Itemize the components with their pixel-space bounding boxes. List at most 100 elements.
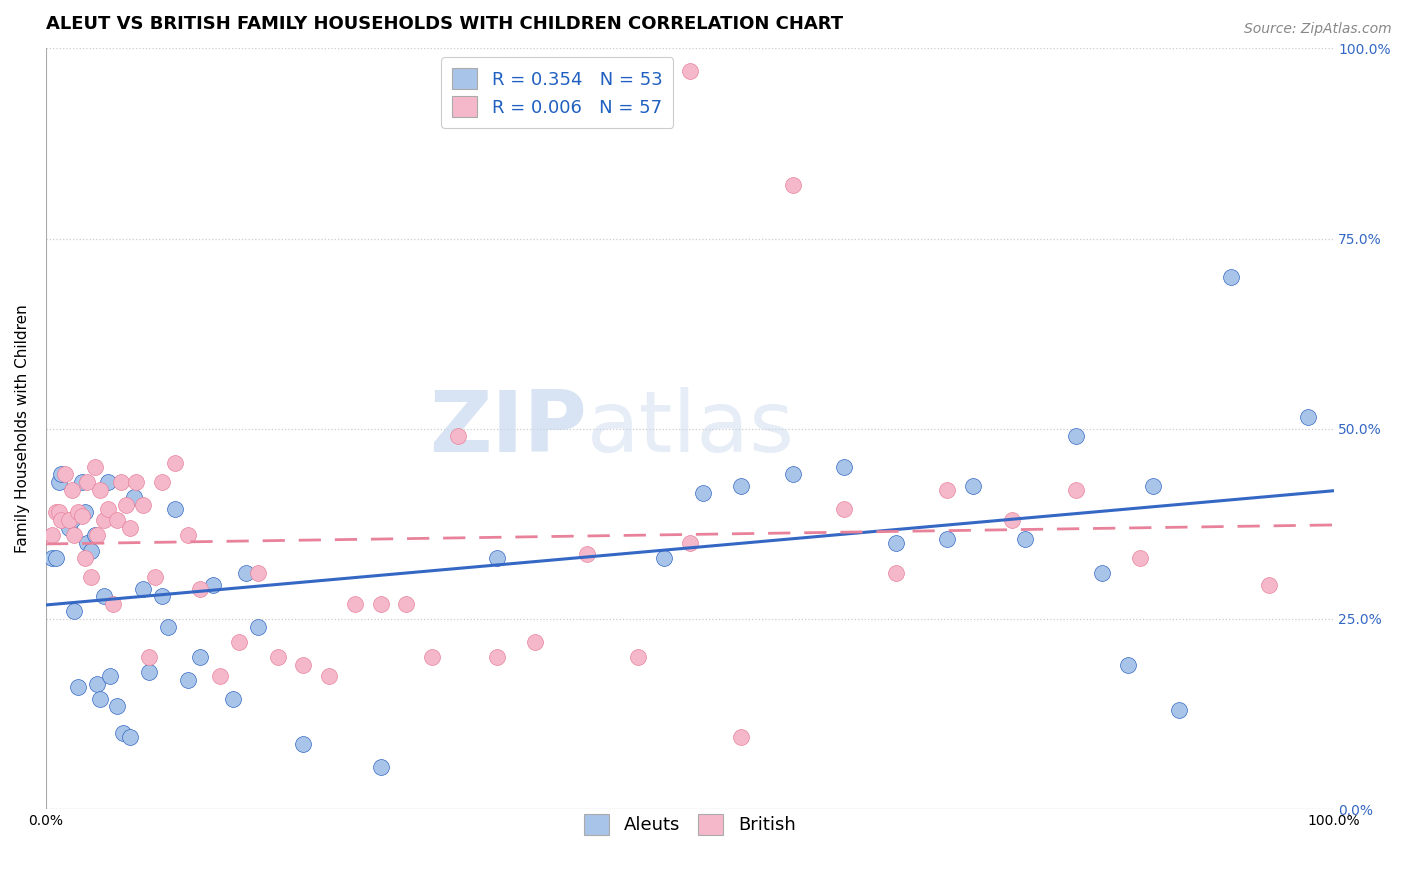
Point	[247, 619, 270, 633]
Point	[51, 467, 73, 482]
Point	[1219, 269, 1241, 284]
Text: atlas: atlas	[586, 387, 794, 470]
Point	[176, 673, 198, 687]
Point	[83, 528, 105, 542]
Point	[48, 506, 70, 520]
Point	[292, 738, 315, 752]
Point	[692, 486, 714, 500]
Point	[93, 513, 115, 527]
Point	[247, 566, 270, 581]
Point	[176, 528, 198, 542]
Point	[76, 475, 98, 489]
Point	[1064, 483, 1087, 497]
Point	[73, 551, 96, 566]
Point	[962, 479, 984, 493]
Point	[1091, 566, 1114, 581]
Point	[163, 501, 186, 516]
Point	[93, 589, 115, 603]
Point	[679, 536, 702, 550]
Y-axis label: Family Households with Children: Family Households with Children	[15, 304, 30, 553]
Point	[1064, 429, 1087, 443]
Point	[58, 521, 80, 535]
Point	[730, 479, 752, 493]
Point	[395, 597, 418, 611]
Point	[101, 597, 124, 611]
Point	[70, 475, 93, 489]
Point	[60, 483, 83, 497]
Point	[131, 498, 153, 512]
Point	[652, 551, 675, 566]
Point	[318, 669, 340, 683]
Point	[782, 178, 804, 193]
Point	[122, 490, 145, 504]
Point	[420, 650, 443, 665]
Point	[53, 467, 76, 482]
Point	[1296, 410, 1319, 425]
Point	[63, 604, 86, 618]
Point	[86, 676, 108, 690]
Point	[157, 619, 180, 633]
Point	[1168, 703, 1191, 717]
Point	[228, 634, 250, 648]
Point	[41, 528, 63, 542]
Point	[208, 669, 231, 683]
Text: Source: ZipAtlas.com: Source: ZipAtlas.com	[1244, 22, 1392, 37]
Point	[447, 429, 470, 443]
Point	[89, 691, 111, 706]
Point	[138, 650, 160, 665]
Point	[1116, 657, 1139, 672]
Point	[118, 521, 141, 535]
Point	[485, 650, 508, 665]
Point	[485, 551, 508, 566]
Point	[48, 475, 70, 489]
Point	[70, 509, 93, 524]
Point	[150, 475, 173, 489]
Point	[145, 570, 167, 584]
Point	[63, 528, 86, 542]
Point	[1014, 532, 1036, 546]
Point	[235, 566, 257, 581]
Point	[105, 513, 128, 527]
Point	[125, 475, 148, 489]
Point	[89, 483, 111, 497]
Point	[267, 650, 290, 665]
Point	[131, 582, 153, 596]
Point	[51, 513, 73, 527]
Point	[884, 566, 907, 581]
Point	[97, 475, 120, 489]
Point	[97, 501, 120, 516]
Point	[190, 650, 212, 665]
Point	[80, 570, 103, 584]
Point	[112, 726, 135, 740]
Point	[292, 657, 315, 672]
Point	[138, 665, 160, 680]
Point	[575, 547, 598, 561]
Point	[73, 506, 96, 520]
Text: ALEUT VS BRITISH FAMILY HOUSEHOLDS WITH CHILDREN CORRELATION CHART: ALEUT VS BRITISH FAMILY HOUSEHOLDS WITH …	[46, 15, 844, 33]
Point	[163, 456, 186, 470]
Point	[83, 459, 105, 474]
Point	[45, 551, 67, 566]
Point	[1129, 551, 1152, 566]
Point	[1001, 513, 1024, 527]
Point	[190, 582, 212, 596]
Point	[370, 760, 392, 774]
Point	[98, 669, 121, 683]
Point	[832, 459, 855, 474]
Point	[86, 528, 108, 542]
Point	[832, 501, 855, 516]
Point	[884, 536, 907, 550]
Point	[76, 536, 98, 550]
Point	[627, 650, 650, 665]
Point	[679, 64, 702, 78]
Point	[114, 498, 136, 512]
Point	[67, 506, 90, 520]
Point	[936, 483, 959, 497]
Point	[110, 475, 132, 489]
Point	[118, 730, 141, 744]
Point	[730, 730, 752, 744]
Point	[150, 589, 173, 603]
Point	[67, 681, 90, 695]
Point	[370, 597, 392, 611]
Point	[782, 467, 804, 482]
